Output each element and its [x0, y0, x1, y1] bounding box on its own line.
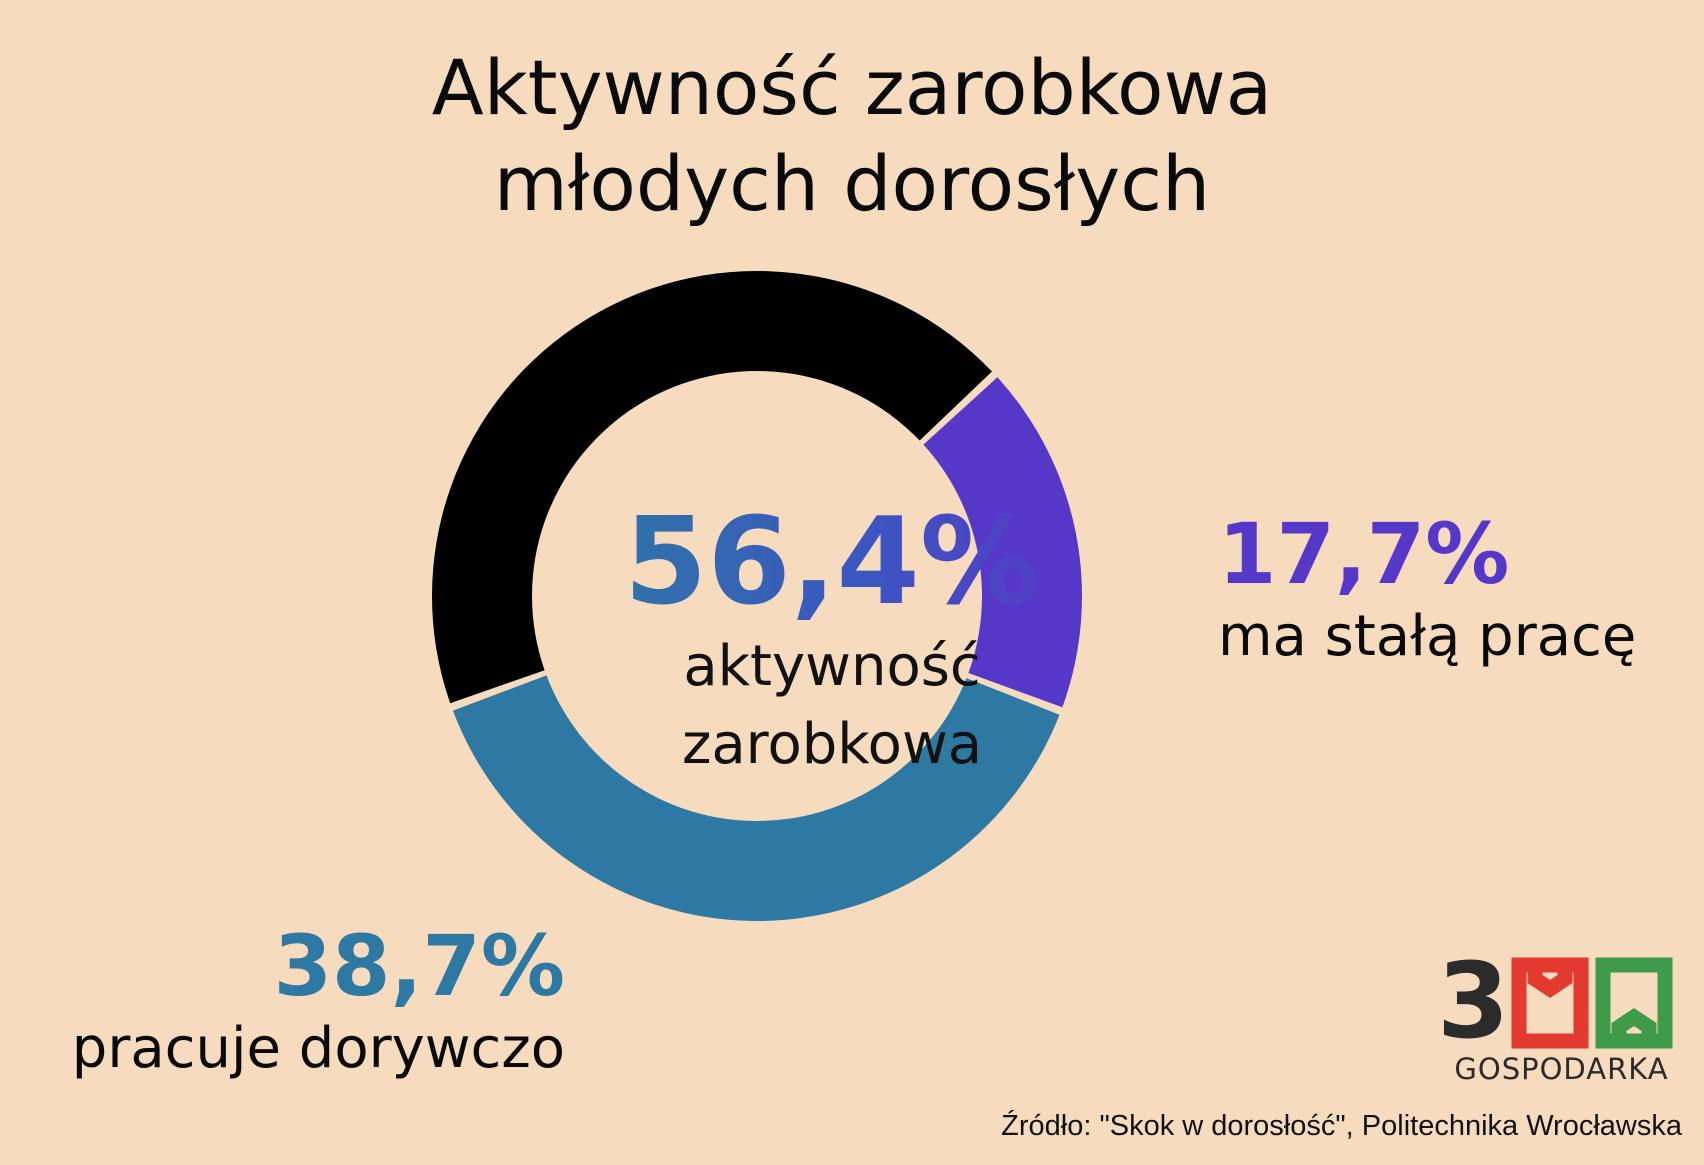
source-note: Źródło: "Skok w dorosłość", Politechnika… [1001, 1110, 1682, 1142]
logo-text: GOSPODARKA [1454, 1052, 1669, 1086]
logo-zero-red [1511, 957, 1589, 1049]
annotation-permanent-job: 17,7% ma stałą pracę [1218, 506, 1636, 672]
logo-300-gospodarka: 3 [1437, 955, 1673, 1062]
title-line-1: Aktywność zarobkowa [431, 43, 1273, 132]
logo-digit-3: 3 [1437, 955, 1509, 1062]
donut-slice-1 [452, 675, 1060, 922]
center-label-line-1: aktywność [683, 634, 981, 699]
casual-job-value: 38,7% [273, 917, 565, 1015]
permanent-job-label: ma stałą pracę [1218, 604, 1637, 669]
permanent-job-value: 17,7% [1218, 505, 1510, 603]
center-summary: 56,4% aktywność zarobkowa [572, 498, 1092, 784]
center-label-line-2: zarobkowa [681, 712, 983, 777]
donut-slice-2 [431, 270, 992, 704]
center-value: 56,4% [572, 498, 1092, 628]
chart-title: Aktywność zarobkowa młodych dorosłych [0, 40, 1704, 232]
casual-job-label: pracuje dorywczo [71, 1016, 565, 1081]
title-line-2: młodych dorosłych [493, 139, 1211, 228]
donut-slice-0 [923, 377, 1083, 708]
annotation-casual-job: 38,7% pracuje dorywczo [20, 918, 565, 1084]
logo-zero-green [1595, 957, 1673, 1049]
